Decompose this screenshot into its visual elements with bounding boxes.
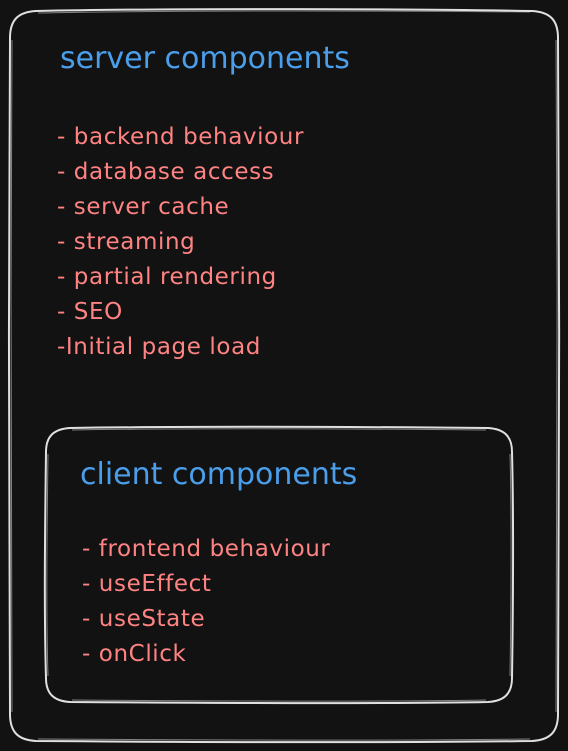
server-components-list: - backend behaviour - database access - se…	[57, 120, 304, 365]
client-components-title: client components	[80, 457, 358, 492]
server-list-item: - server cache	[57, 194, 230, 220]
client-list-item: - useEffect	[82, 571, 212, 597]
client-list-item: - frontend behaviour	[82, 536, 331, 562]
server-list-item: -Initial page load	[57, 334, 261, 360]
server-components-title: server components	[60, 41, 350, 76]
server-list-item: - backend behaviour	[57, 124, 305, 150]
server-list-item: - streaming	[57, 229, 196, 255]
client-components-list: - frontend behaviour - useEffect - useStat…	[82, 532, 331, 672]
server-components-box	[7, 8, 561, 744]
client-list-item: - onClick	[82, 641, 187, 667]
client-components-box-sketch	[46, 428, 512, 702]
client-list-item: - useState	[82, 606, 206, 632]
server-list-item: - database access	[57, 159, 275, 185]
server-components-box-sketch	[10, 10, 558, 741]
client-components-box	[43, 425, 515, 705]
server-list-item: - partial rendering	[57, 264, 277, 290]
server-list-item: - SEO	[57, 299, 123, 325]
